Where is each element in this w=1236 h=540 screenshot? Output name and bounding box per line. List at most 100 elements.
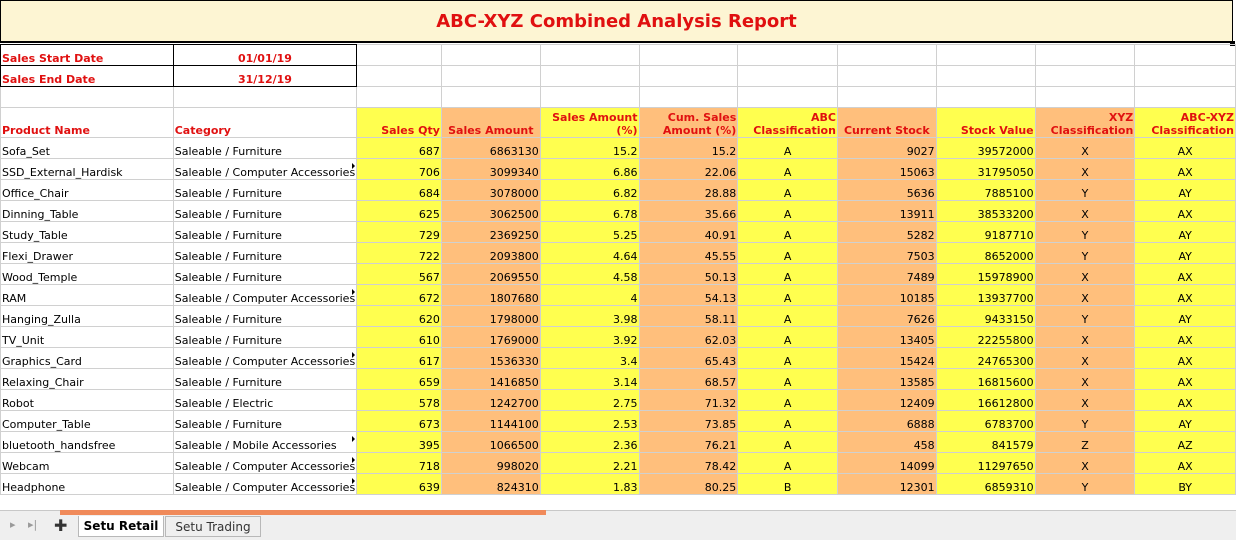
sales-qty-cell[interactable]: 729	[356, 221, 442, 243]
abc-xyz-class-cell[interactable]: AX	[1134, 347, 1236, 369]
cell[interactable]	[172, 86, 358, 108]
sales-qty-cell[interactable]: 687	[356, 137, 442, 159]
sales-amount-pct-cell[interactable]: 4.64	[539, 242, 640, 264]
sales-amount-cell[interactable]: 2069550	[440, 263, 541, 285]
sales-amount-cell[interactable]: 1242700	[440, 389, 541, 411]
product-name-cell[interactable]: Robot	[0, 389, 174, 411]
tab-setu-retail[interactable]: Setu Retail	[78, 516, 164, 537]
cum-sales-cell[interactable]: 50.13	[638, 263, 739, 285]
xyz-class-cell[interactable]: X	[1034, 452, 1136, 474]
abc-class-cell[interactable]: A	[737, 389, 838, 411]
sales-amount-cell[interactable]: 824310	[440, 473, 541, 495]
abc-class-cell[interactable]: A	[737, 158, 838, 180]
cell[interactable]	[1034, 86, 1136, 108]
abc-xyz-class-cell[interactable]: AY	[1134, 221, 1236, 243]
cell[interactable]	[836, 44, 937, 66]
sales-amount-pct-cell[interactable]: 6.82	[539, 179, 640, 201]
product-name-cell[interactable]: SSD_External_Hardisk	[0, 158, 174, 180]
current-stock-cell[interactable]: 13911	[836, 200, 937, 222]
current-stock-cell[interactable]: 7489	[836, 263, 937, 285]
abc-class-cell[interactable]: A	[737, 305, 838, 327]
stock-value-cell[interactable]: 24765300	[935, 347, 1036, 369]
current-stock-cell[interactable]: 9027	[836, 137, 937, 159]
sales-amount-pct-cell[interactable]: 6.86	[539, 158, 640, 180]
cum-sales-cell[interactable]: 58.11	[638, 305, 739, 327]
sales-qty-cell[interactable]: 395	[356, 431, 442, 453]
xyz-class-cell[interactable]: Z	[1034, 431, 1136, 453]
start-date-label[interactable]: Sales Start Date	[0, 44, 174, 66]
product-name-cell[interactable]: TV_Unit	[0, 326, 174, 348]
category-cell[interactable]: Saleable / Furniture	[172, 242, 358, 264]
sales-amount-pct-cell[interactable]: 3.98	[539, 305, 640, 327]
sales-amount-cell[interactable]: 1769000	[440, 326, 541, 348]
cell[interactable]	[1134, 65, 1236, 87]
abc-xyz-class-cell[interactable]: AY	[1134, 179, 1236, 201]
sales-amount-pct-cell[interactable]: 2.36	[539, 431, 640, 453]
stock-value-cell[interactable]: 8652000	[935, 242, 1036, 264]
sales-qty-cell[interactable]: 610	[356, 326, 442, 348]
sales-amount-cell[interactable]: 1536330	[440, 347, 541, 369]
cum-sales-cell[interactable]: 65.43	[638, 347, 739, 369]
cell[interactable]	[836, 65, 937, 87]
cum-sales-cell[interactable]: 28.88	[638, 179, 739, 201]
stock-value-cell[interactable]: 16815600	[935, 368, 1036, 390]
sales-amount-pct-cell[interactable]: 2.75	[539, 389, 640, 411]
xyz-class-cell[interactable]: X	[1034, 200, 1136, 222]
abc-class-cell[interactable]: A	[737, 242, 838, 264]
product-name-cell[interactable]: Wood_Temple	[0, 263, 174, 285]
stock-value-cell[interactable]: 11297650	[935, 452, 1036, 474]
cum-sales-cell[interactable]: 62.03	[638, 326, 739, 348]
xyz-class-cell[interactable]: Y	[1034, 305, 1136, 327]
sales-amount-cell[interactable]: 1144100	[440, 410, 541, 432]
sales-amount-cell[interactable]: 3062500	[440, 200, 541, 222]
category-cell[interactable]: Saleable / Computer Accessories	[172, 473, 358, 495]
end-date-label[interactable]: Sales End Date	[0, 65, 174, 87]
xyz-class-cell[interactable]: X	[1034, 137, 1136, 159]
sales-qty-cell[interactable]: 659	[356, 368, 442, 390]
header-stock-value[interactable]: Stock Value	[935, 107, 1036, 138]
current-stock-cell[interactable]: 12301	[836, 473, 937, 495]
product-name-cell[interactable]: Computer_Table	[0, 410, 174, 432]
product-name-cell[interactable]: Flexi_Drawer	[0, 242, 174, 264]
cum-sales-cell[interactable]: 80.25	[638, 473, 739, 495]
header-xyz[interactable]: XYZ Classification	[1034, 107, 1136, 138]
category-cell[interactable]: Saleable / Computer Accessories	[172, 452, 358, 474]
abc-xyz-class-cell[interactable]: AX	[1134, 200, 1236, 222]
cell[interactable]	[1134, 86, 1236, 108]
sales-qty-cell[interactable]: 639	[356, 473, 442, 495]
sales-amount-pct-cell[interactable]: 15.2	[539, 137, 640, 159]
xyz-class-cell[interactable]: X	[1034, 284, 1136, 306]
stock-value-cell[interactable]: 6783700	[935, 410, 1036, 432]
sales-amount-pct-cell[interactable]: 6.78	[539, 200, 640, 222]
abc-xyz-class-cell[interactable]: AX	[1134, 284, 1236, 306]
xyz-class-cell[interactable]: Y	[1034, 242, 1136, 264]
sales-qty-cell[interactable]: 684	[356, 179, 442, 201]
current-stock-cell[interactable]: 13405	[836, 326, 937, 348]
header-category[interactable]: Category	[172, 107, 358, 138]
category-cell[interactable]: Saleable / Furniture	[172, 137, 358, 159]
stock-value-cell[interactable]: 9187710	[935, 221, 1036, 243]
add-sheet-icon[interactable]: ✚	[54, 516, 68, 535]
product-name-cell[interactable]: Relaxing_Chair	[0, 368, 174, 390]
current-stock-cell[interactable]: 458	[836, 431, 937, 453]
cell[interactable]	[539, 86, 640, 108]
category-cell[interactable]: Saleable / Computer Accessories	[172, 158, 358, 180]
current-stock-cell[interactable]: 13585	[836, 368, 937, 390]
abc-class-cell[interactable]: B	[737, 473, 838, 495]
current-stock-cell[interactable]: 7626	[836, 305, 937, 327]
category-cell[interactable]: Saleable / Furniture	[172, 200, 358, 222]
category-cell[interactable]: Saleable / Computer Accessories	[172, 284, 358, 306]
cell[interactable]	[638, 44, 739, 66]
cell[interactable]	[356, 86, 442, 108]
cell[interactable]	[737, 65, 838, 87]
xyz-class-cell[interactable]: X	[1034, 263, 1136, 285]
product-name-cell[interactable]: Graphics_Card	[0, 347, 174, 369]
category-cell[interactable]: Saleable / Furniture	[172, 263, 358, 285]
abc-class-cell[interactable]: A	[737, 368, 838, 390]
sales-amount-cell[interactable]: 3078000	[440, 179, 541, 201]
end-date-value[interactable]: 31/12/19	[172, 65, 358, 87]
sales-amount-cell[interactable]: 998020	[440, 452, 541, 474]
header-abc[interactable]: ABC Classification	[737, 107, 838, 138]
sales-qty-cell[interactable]: 620	[356, 305, 442, 327]
sales-qty-cell[interactable]: 673	[356, 410, 442, 432]
